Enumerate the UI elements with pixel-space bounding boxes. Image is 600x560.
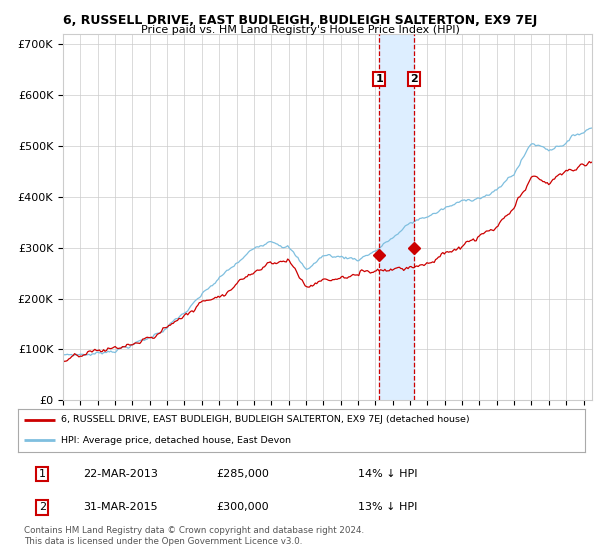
Text: 13% ↓ HPI: 13% ↓ HPI (358, 502, 418, 512)
Text: 14% ↓ HPI: 14% ↓ HPI (358, 469, 418, 479)
Text: 22-MAR-2013: 22-MAR-2013 (83, 469, 158, 479)
Text: 6, RUSSELL DRIVE, EAST BUDLEIGH, BUDLEIGH SALTERTON, EX9 7EJ (detached house): 6, RUSSELL DRIVE, EAST BUDLEIGH, BUDLEIG… (61, 415, 469, 424)
Text: 1: 1 (375, 74, 383, 85)
Text: 6, RUSSELL DRIVE, EAST BUDLEIGH, BUDLEIGH SALTERTON, EX9 7EJ: 6, RUSSELL DRIVE, EAST BUDLEIGH, BUDLEIG… (63, 14, 537, 27)
Text: 31-MAR-2015: 31-MAR-2015 (83, 502, 158, 512)
Text: Contains HM Land Registry data © Crown copyright and database right 2024.
This d: Contains HM Land Registry data © Crown c… (24, 526, 364, 546)
Text: 1: 1 (39, 469, 46, 479)
Text: £285,000: £285,000 (217, 469, 269, 479)
Bar (379, 34, 415, 400)
Text: 2: 2 (39, 502, 46, 512)
Text: HPI: Average price, detached house, East Devon: HPI: Average price, detached house, East… (61, 436, 290, 445)
Text: 2: 2 (410, 74, 418, 85)
Text: Price paid vs. HM Land Registry's House Price Index (HPI): Price paid vs. HM Land Registry's House … (140, 25, 460, 35)
Text: £300,000: £300,000 (217, 502, 269, 512)
